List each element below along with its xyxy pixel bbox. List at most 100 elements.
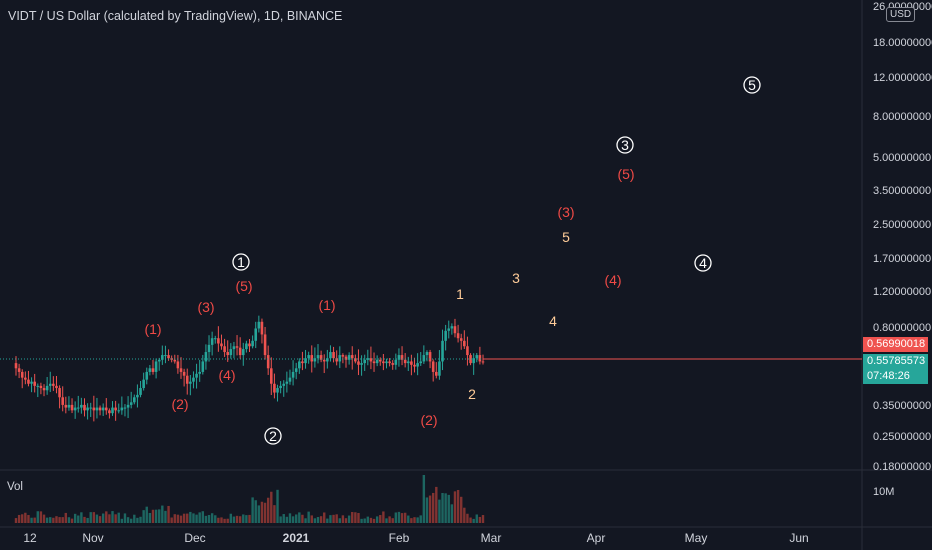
volume-bar [27, 515, 30, 523]
volume-bar [235, 515, 239, 523]
volume-bar [369, 517, 373, 523]
candle-body [30, 381, 33, 384]
volume-bar [276, 489, 279, 523]
volume-bar [214, 515, 217, 523]
candle-body [70, 404, 74, 411]
candle-body [298, 361, 301, 369]
candle-body [428, 352, 432, 362]
wave-circle [264, 427, 282, 445]
candle-body [120, 407, 124, 411]
candle-body [164, 355, 167, 357]
candle-body [220, 343, 223, 347]
volume-bar [360, 518, 363, 523]
candle-body [459, 338, 463, 341]
volume-bar [335, 514, 338, 523]
wave-label-orange: 4 [549, 313, 557, 329]
volume-bar [447, 494, 450, 523]
volume-bar [186, 513, 189, 523]
wave-circle [743, 76, 761, 94]
volume-bar [425, 497, 429, 523]
candle-body [95, 407, 99, 411]
candle-body [14, 363, 18, 369]
volume-bar [341, 515, 345, 523]
price-axis[interactable]: 26.0000000018.0000000012.000000008.00000… [873, 1, 932, 498]
wave-circle [694, 254, 712, 272]
candle-body [276, 388, 279, 393]
wave-label-red: (1) [318, 297, 335, 313]
candle-body [332, 352, 335, 359]
wave-label-orange: 3 [512, 270, 520, 286]
candle-body [441, 340, 444, 362]
candle-body [382, 361, 385, 364]
candle-body [466, 346, 469, 356]
volume-bar [285, 516, 289, 523]
volume-bar [475, 514, 478, 523]
volume-bar [466, 513, 469, 523]
volume-bar [403, 512, 407, 523]
candle-body [55, 385, 58, 389]
candle-body [39, 385, 43, 389]
volume-bar [266, 497, 270, 523]
time-tick-label: Feb [389, 531, 410, 545]
volume-bar [298, 512, 301, 523]
volume-bar [108, 514, 111, 523]
volume-bar [95, 514, 99, 523]
volume-bar [161, 505, 164, 523]
candle-body [235, 346, 239, 348]
candle-body [388, 361, 391, 364]
candle-body [129, 402, 133, 405]
candle-body [354, 358, 357, 362]
volume-bar [170, 517, 173, 523]
volume-tick-label: 10M [873, 486, 894, 498]
volume-bar [21, 514, 24, 523]
candle-body [403, 359, 407, 364]
volume-bar [254, 500, 257, 523]
volume-bar [354, 512, 357, 523]
volume-bar [217, 517, 220, 523]
volume-bar [223, 518, 226, 523]
candle-body [98, 407, 102, 411]
volume-bar [192, 513, 195, 523]
candle-body [413, 364, 416, 367]
candle-body [189, 381, 192, 384]
volume-bar [105, 511, 108, 523]
candle-body [363, 359, 366, 364]
wave-label-red: (5) [617, 166, 634, 182]
wave-circle [232, 253, 250, 271]
currency-badge[interactable]: USD [886, 7, 916, 22]
volume-bar [210, 513, 214, 523]
volume-bar [326, 518, 329, 523]
candle-body [260, 321, 264, 335]
volume-bar [291, 516, 295, 523]
volume-bar [453, 491, 457, 523]
candle-body [273, 383, 276, 393]
candle-body [385, 361, 388, 364]
volume-bar [129, 518, 133, 523]
candle-body [350, 355, 354, 359]
candle-body [438, 361, 441, 376]
volume-bar [229, 513, 233, 523]
volume-bar [158, 509, 161, 523]
volume-bar [245, 515, 248, 523]
candle-body [182, 371, 186, 376]
time-axis[interactable]: 12 Nov Dec 2021 Feb Mar Apr May Jun [23, 531, 808, 545]
volume-bar [307, 511, 310, 523]
candle-body [319, 355, 323, 360]
candle-body [86, 407, 89, 411]
volume-bar [469, 517, 472, 523]
time-tick-label: Apr [587, 531, 606, 545]
wave-label-red: (2) [171, 396, 188, 412]
candle-body [73, 407, 77, 411]
candle-body [453, 326, 457, 334]
candle-body [33, 381, 36, 386]
volume-bar [304, 518, 307, 523]
candle-body [173, 359, 177, 362]
candle-body [444, 330, 447, 341]
candle-body [269, 368, 273, 384]
candle-body [176, 361, 180, 369]
volume-bar [295, 514, 298, 523]
candle-body [313, 358, 317, 362]
candle-body [344, 356, 348, 360]
